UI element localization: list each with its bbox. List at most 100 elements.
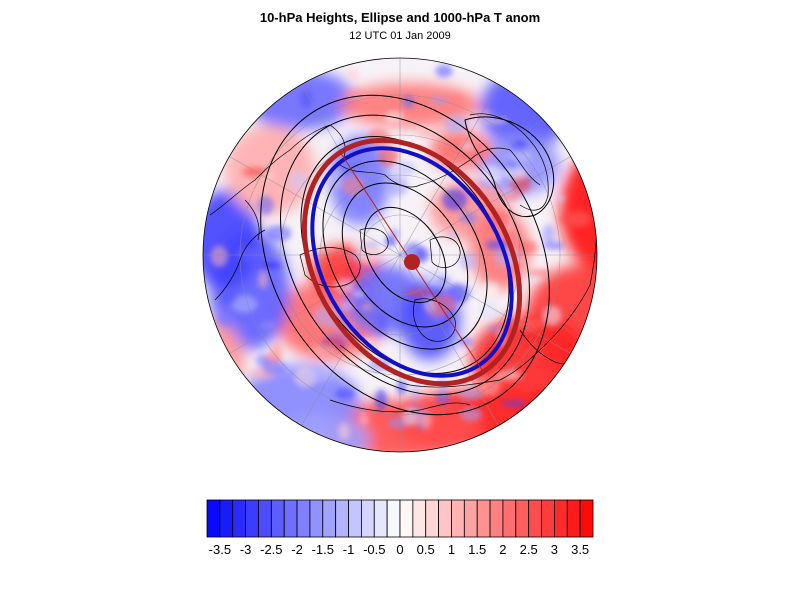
colorbar-tick-label: -2.5 xyxy=(260,542,283,557)
colorbar-box xyxy=(463,499,478,538)
colorbar-box xyxy=(579,499,594,538)
anomaly-speckle xyxy=(478,179,492,187)
anomaly-speckle xyxy=(385,176,409,196)
colorbar-box xyxy=(554,499,568,538)
anomaly-speckle xyxy=(438,375,447,397)
colorbar-box xyxy=(296,499,311,538)
colorbar-box xyxy=(541,499,555,538)
anomaly-speckle xyxy=(504,193,522,201)
colorbar-tick-label: 1 xyxy=(447,542,456,557)
anomaly-speckle xyxy=(230,295,258,313)
anomaly-speckle xyxy=(516,318,544,332)
anomaly-speckle xyxy=(435,64,453,78)
colorbar-tick-label: -2 xyxy=(291,542,303,557)
colorbar-box xyxy=(502,499,517,538)
anomaly-speckle xyxy=(351,291,365,298)
colorbar-box xyxy=(566,499,581,538)
colorbar-tick-label: 3.5 xyxy=(571,542,590,557)
colorbar-box xyxy=(386,499,401,538)
anomaly-speckle xyxy=(431,294,456,314)
colorbar-box xyxy=(219,499,234,538)
anomaly-speckle xyxy=(559,213,573,225)
anomaly-speckle xyxy=(402,95,415,109)
anomaly-speckle xyxy=(444,115,469,134)
vortex-ellipse xyxy=(301,137,523,387)
colorbar-box xyxy=(373,499,388,538)
colorbar-tick-label: -3 xyxy=(239,542,252,557)
anomaly-speckle xyxy=(259,321,277,330)
anomaly-speckle xyxy=(518,240,538,255)
coastline xyxy=(329,399,471,413)
anomaly-speckle xyxy=(210,245,228,268)
anomaly-speckle xyxy=(426,310,448,317)
colorbar-tick-label: -1.5 xyxy=(311,542,334,557)
temperature-anomaly-field xyxy=(203,58,597,452)
anomaly-speckle xyxy=(522,276,542,283)
anomaly-speckle xyxy=(441,93,464,102)
colorbar-box xyxy=(451,499,465,538)
anomaly-speckle xyxy=(420,411,433,430)
colorbar-box xyxy=(283,499,298,538)
colorbar-box xyxy=(348,499,362,538)
colorbar-box xyxy=(232,499,247,538)
anomaly-speckle xyxy=(345,69,360,81)
coastline xyxy=(214,229,266,301)
colorbar-box xyxy=(245,499,259,538)
height-contour xyxy=(280,114,530,396)
colorbar-box xyxy=(309,499,324,538)
height-contour xyxy=(464,116,555,217)
colorbar-box xyxy=(270,499,285,538)
colorbar-tick-label: 0.5 xyxy=(416,542,435,557)
colorbar-tick-label: -3.5 xyxy=(208,542,232,557)
anomaly-speckle xyxy=(306,367,332,383)
anomaly-speckle xyxy=(265,225,292,242)
anomaly-speckle xyxy=(312,344,338,355)
anomaly-speckle xyxy=(359,412,369,427)
anomaly-speckle xyxy=(459,252,478,271)
anomaly-speckle xyxy=(542,224,555,246)
colorbar-box xyxy=(206,499,221,538)
colorbar-box xyxy=(399,499,414,538)
anomaly-speckle xyxy=(374,389,388,411)
anomaly-speckle xyxy=(262,360,287,376)
anomaly-speckle xyxy=(567,210,591,227)
coastline xyxy=(499,284,591,381)
map-title: 10-hPa Heights, Ellipse and 1000-hPa T a… xyxy=(259,10,541,25)
anomaly-region xyxy=(203,190,260,290)
anomaly-speckle xyxy=(478,299,500,321)
anomaly-speckle xyxy=(555,193,566,204)
anomaly-speckle xyxy=(459,211,478,225)
anomaly-speckle xyxy=(509,149,532,163)
anomaly-speckle xyxy=(396,378,407,396)
colorbar-tick-label: 2 xyxy=(499,542,507,557)
anomaly-speckle xyxy=(503,166,527,179)
anomaly-speckle xyxy=(542,305,562,326)
colorbar-tick-label: 1.5 xyxy=(468,542,487,557)
colorbar-box xyxy=(515,499,530,538)
colorbar-box xyxy=(360,499,375,538)
anomaly-speckle xyxy=(235,246,262,262)
coastline xyxy=(469,113,549,211)
anomaly-speckle xyxy=(251,257,265,271)
anomaly-speckle xyxy=(219,292,238,305)
colorbar-box xyxy=(335,499,349,538)
map-subtitle: 12 UTC 01 Jan 2009 xyxy=(349,30,451,42)
anomaly-speckle xyxy=(511,139,528,154)
colorbar-tick-label: 3 xyxy=(550,542,559,557)
anomaly-speckle xyxy=(258,271,269,289)
colorbar-box xyxy=(322,499,337,538)
anomaly-speckle xyxy=(217,311,234,327)
coastline xyxy=(299,247,361,288)
anomaly-speckle xyxy=(481,165,504,184)
colorbar-box xyxy=(425,499,440,538)
anomaly-region xyxy=(560,150,597,270)
anomaly-speckle xyxy=(307,87,331,95)
colorbar-tick-label: 2.5 xyxy=(519,542,538,557)
anomaly-speckle xyxy=(525,269,551,278)
colorbar-box xyxy=(438,499,452,538)
anomaly-speckle xyxy=(334,387,356,400)
colorbar-box xyxy=(258,499,272,538)
colorbar-box xyxy=(528,499,542,538)
height-contour xyxy=(322,160,488,350)
